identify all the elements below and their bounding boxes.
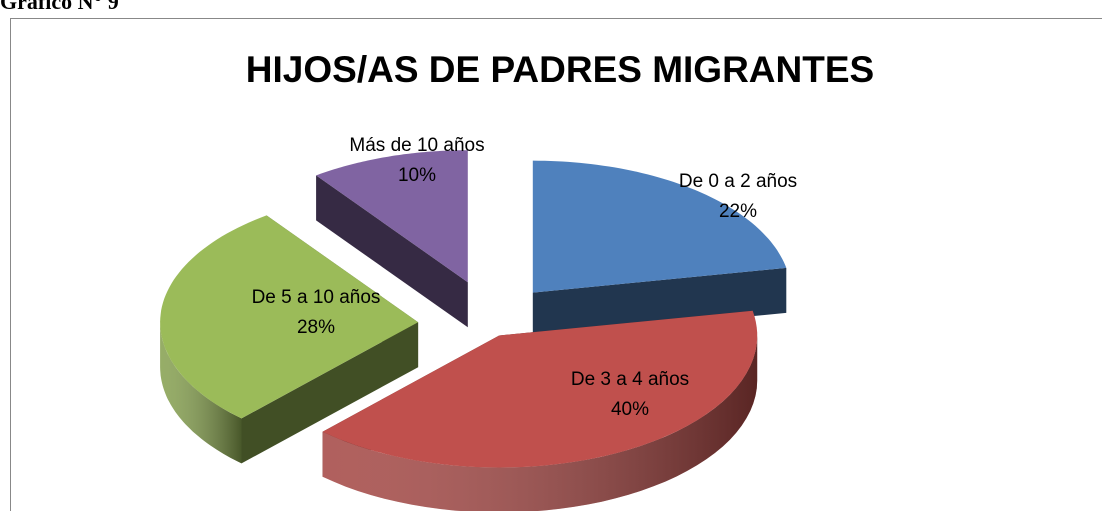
slice-label: De 5 a 10 años — [252, 287, 381, 308]
slice-side — [532, 267, 787, 338]
caption: Gráfico N° 9 — [0, 0, 119, 14]
slice-wall-shade — [322, 335, 758, 511]
pie-slice — [322, 310, 758, 468]
pie-slice — [316, 150, 468, 283]
slice-side — [241, 322, 419, 464]
slice-side — [316, 175, 468, 328]
slice-label: De 0 a 2 años — [679, 171, 797, 192]
slice-value-label: 40% — [611, 399, 649, 420]
slice-wall-shade — [160, 322, 242, 464]
pie-slice — [160, 215, 419, 419]
slice-value-label: 10% — [398, 165, 436, 186]
chart-title: HIJOS/AS DE PADRES MIGRANTES — [246, 49, 874, 90]
pie — [160, 150, 787, 511]
slice-label: Más de 10 años — [349, 135, 484, 156]
chart-frame — [10, 18, 1102, 511]
slice-value-label: 28% — [297, 317, 335, 338]
slice-label: De 3 a 4 años — [571, 369, 689, 390]
pie-slice — [532, 160, 787, 293]
slice-value-label: 22% — [719, 201, 757, 222]
